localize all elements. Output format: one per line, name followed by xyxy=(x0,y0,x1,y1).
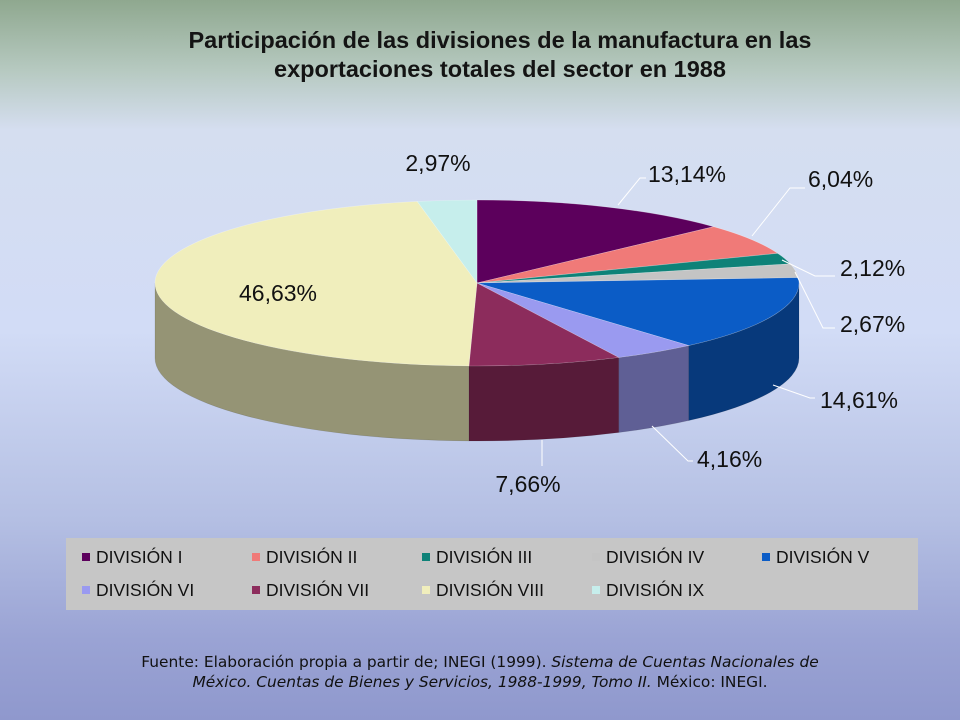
legend: DIVISIÓN I DIVISIÓN II DIVISIÓN III DIVISIÓ… xyxy=(66,538,918,610)
data-label-division-ii: 6,04% xyxy=(808,166,873,192)
legend-label-division-vii: DIVISIÓN VII xyxy=(266,580,370,600)
legend-label-division-ix: DIVISIÓN IX xyxy=(606,580,705,600)
legend-entry-division-v: DIVISIÓN V xyxy=(762,547,869,568)
legend-entry-division-iv: DIVISIÓN IV xyxy=(592,547,704,568)
source-note-italic: Sistema de Cuentas Nacionales de México.… xyxy=(192,653,819,691)
data-label-division-ix: 2,97% xyxy=(405,150,470,176)
data-label-division-iii: 2,12% xyxy=(840,255,905,281)
legend-swatch-division-vi xyxy=(82,586,90,594)
pie-slice-division-viii xyxy=(154,201,478,367)
legend-label-division-v: DIVISIÓN V xyxy=(776,547,870,567)
legend-swatch-division-iv xyxy=(592,553,600,561)
legend-label-division-i: DIVISIÓN I xyxy=(96,547,183,567)
chart-title-line-1: Participación de las divisiones de la ma… xyxy=(188,27,812,53)
legend-entry-division-ii: DIVISIÓN II xyxy=(252,547,357,568)
leader-lines xyxy=(541,177,835,466)
legend-swatch-division-ix xyxy=(592,586,600,594)
data-label-division-iv: 2,67% xyxy=(840,311,905,337)
source-note-prefix: Fuente: Elaboración propia a partir de; … xyxy=(141,653,552,671)
pie-slice-division-ix xyxy=(416,199,478,284)
leader-line-division-iii xyxy=(781,259,835,277)
legend-entry-division-vi: DIVISIÓN VI xyxy=(82,580,194,601)
leader-line-division-i xyxy=(617,177,646,206)
leader-line-division-vi xyxy=(651,425,693,462)
legend-swatch-division-v xyxy=(762,553,770,561)
source-note: Fuente: Elaboración propia a partir de; … xyxy=(110,652,850,692)
data-label-division-v: 14,61% xyxy=(820,387,898,413)
legend-entry-division-ix: DIVISIÓN IX xyxy=(592,580,704,601)
source-note-suffix: México: INEGI. xyxy=(651,673,768,691)
data-label-division-i: 13,14% xyxy=(648,161,726,187)
legend-label-division-viii: DIVISIÓN VIII xyxy=(436,580,544,600)
data-label-division-vi: 4,16% xyxy=(697,446,762,472)
leader-line-division-ii xyxy=(751,187,805,237)
legend-entry-division-vii: DIVISIÓN VII xyxy=(252,580,369,601)
leader-line-division-v xyxy=(772,384,815,399)
chart-title-line-2: exportaciones totales del sector en 1988 xyxy=(274,56,726,82)
leader-line-division-iv xyxy=(794,271,835,329)
pie-side-division-vi xyxy=(618,345,690,433)
legend-label-division-iii: DIVISIÓN III xyxy=(436,547,533,567)
pie-slice-division-vi xyxy=(476,282,690,358)
legend-swatch-division-viii xyxy=(422,586,430,594)
data-label-division-viii: 46,63% xyxy=(239,280,317,306)
legend-entry-division-viii: DIVISIÓN VIII xyxy=(422,580,544,601)
pie-slice-division-vii xyxy=(468,282,620,367)
chart-title: Participación de las divisiones de la ma… xyxy=(130,26,870,84)
pie-top xyxy=(154,199,800,367)
pie-slice-division-v xyxy=(476,277,800,346)
pie-slice-division-ii xyxy=(476,226,779,284)
pie-slice-division-i xyxy=(476,199,715,284)
pie-chart: 13,14% 6,04% 2,12% 2,67% 14,61% 4,16% 7,66% 46,… xyxy=(154,150,905,497)
legend-entry-division-i: DIVISIÓN I xyxy=(82,547,183,568)
legend-label-division-vi: DIVISIÓN VI xyxy=(96,580,195,600)
pie-side-division-vii xyxy=(468,357,620,442)
data-label-division-vii: 7,66% xyxy=(495,471,560,497)
legend-swatch-division-ii xyxy=(252,553,260,561)
legend-swatch-division-i xyxy=(82,553,90,561)
data-labels: 13,14% 6,04% 2,12% 2,67% 14,61% 4,16% 7,66% 46,… xyxy=(239,150,905,497)
legend-swatch-division-vii xyxy=(252,586,260,594)
legend-label-division-iv: DIVISIÓN IV xyxy=(606,547,705,567)
legend-entry-division-iii: DIVISIÓN III xyxy=(422,547,532,568)
legend-label-division-ii: DIVISIÓN II xyxy=(266,547,358,567)
legend-swatch-division-iii xyxy=(422,553,430,561)
